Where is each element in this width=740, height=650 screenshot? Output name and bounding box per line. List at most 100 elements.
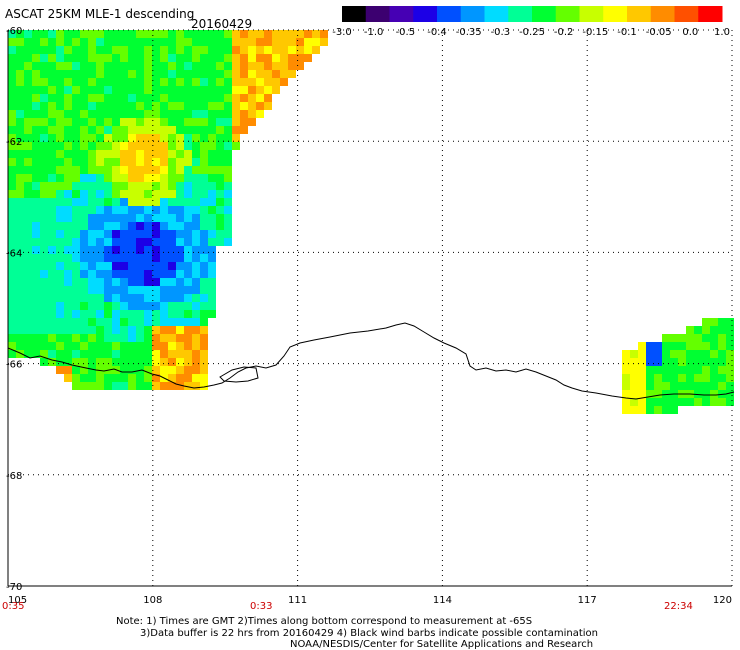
data-cell <box>224 198 232 206</box>
data-cell <box>112 350 120 358</box>
colorbar-tick-label: -0.1 <box>617 27 637 38</box>
data-cell <box>144 166 152 174</box>
data-cell <box>224 70 232 78</box>
data-cell <box>248 86 256 94</box>
data-cell <box>176 278 184 286</box>
data-cell <box>24 222 32 230</box>
data-cell <box>216 230 224 238</box>
data-cell <box>8 334 16 342</box>
data-cell <box>200 102 208 110</box>
data-cell <box>208 310 216 318</box>
data-cell <box>144 382 152 390</box>
data-cell <box>168 238 176 246</box>
data-cell <box>248 118 256 126</box>
data-cell <box>216 38 224 46</box>
latitude-label: -64 <box>6 248 22 259</box>
data-cell <box>144 54 152 62</box>
data-cell <box>16 270 24 278</box>
data-cell <box>112 270 120 278</box>
data-cell <box>176 70 184 78</box>
data-cell <box>136 38 144 46</box>
data-cell <box>288 54 296 62</box>
data-cell <box>24 190 32 198</box>
data-cell <box>184 302 192 310</box>
data-cell <box>678 382 686 390</box>
data-cell <box>304 54 312 62</box>
data-cell <box>200 294 208 302</box>
data-cell <box>40 46 48 54</box>
data-cell <box>200 278 208 286</box>
data-cell <box>694 326 702 334</box>
data-cell <box>168 158 176 166</box>
data-cell <box>24 86 32 94</box>
latitude-labels: -60 -62 -64 -66 -68 -70 <box>6 26 22 593</box>
data-cell <box>32 102 40 110</box>
data-cell <box>40 318 48 326</box>
data-cell <box>56 38 64 46</box>
data-cell <box>24 166 32 174</box>
data-cell <box>88 366 96 374</box>
data-cell <box>120 198 128 206</box>
data-cell <box>72 382 80 390</box>
data-cell <box>120 174 128 182</box>
data-cell <box>702 334 710 342</box>
data-cell <box>8 62 16 70</box>
data-cell <box>112 54 120 62</box>
data-cell <box>96 62 104 70</box>
data-cell <box>128 206 136 214</box>
data-cell <box>152 342 160 350</box>
data-cell <box>128 30 136 38</box>
data-cell <box>678 374 686 382</box>
data-cell <box>670 334 678 342</box>
data-cell <box>200 246 208 254</box>
data-cell <box>112 294 120 302</box>
data-cell <box>184 286 192 294</box>
data-cell <box>710 326 718 334</box>
latitude-label: -68 <box>6 471 22 482</box>
data-cell <box>224 182 232 190</box>
data-cell <box>104 294 112 302</box>
data-cell <box>184 222 192 230</box>
data-cell <box>296 46 304 54</box>
data-cell <box>112 318 120 326</box>
data-cell <box>72 350 80 358</box>
data-cell <box>160 270 168 278</box>
data-cell <box>168 198 176 206</box>
data-cell <box>40 278 48 286</box>
data-cell <box>128 166 136 174</box>
data-cell <box>296 30 304 38</box>
data-cell <box>120 230 128 238</box>
data-cell <box>40 158 48 166</box>
data-cell <box>168 126 176 134</box>
data-cell <box>288 70 296 78</box>
time-label: 0:35 <box>2 601 24 612</box>
data-cell <box>176 198 184 206</box>
data-cell <box>136 166 144 174</box>
data-cell <box>128 254 136 262</box>
data-cell <box>176 238 184 246</box>
data-cell <box>184 206 192 214</box>
data-cell <box>64 142 72 150</box>
data-cell <box>56 62 64 70</box>
data-cell <box>104 334 112 342</box>
data-cell <box>184 310 192 318</box>
data-cell <box>160 126 168 134</box>
data-cell <box>686 398 694 406</box>
data-cell <box>48 174 56 182</box>
data-cell <box>128 150 136 158</box>
data-cell <box>240 86 248 94</box>
data-cell <box>96 46 104 54</box>
colorbar-segment <box>650 6 675 22</box>
data-cell <box>718 326 726 334</box>
data-cell <box>80 142 88 150</box>
data-cell <box>176 310 184 318</box>
data-cell <box>8 310 16 318</box>
colorbar-segment <box>627 6 652 22</box>
data-cell <box>200 302 208 310</box>
data-cell <box>80 262 88 270</box>
data-cell <box>112 158 120 166</box>
data-cell <box>160 102 168 110</box>
data-cell <box>654 342 662 350</box>
colorbar-segment <box>484 6 509 22</box>
data-cell <box>726 318 734 326</box>
